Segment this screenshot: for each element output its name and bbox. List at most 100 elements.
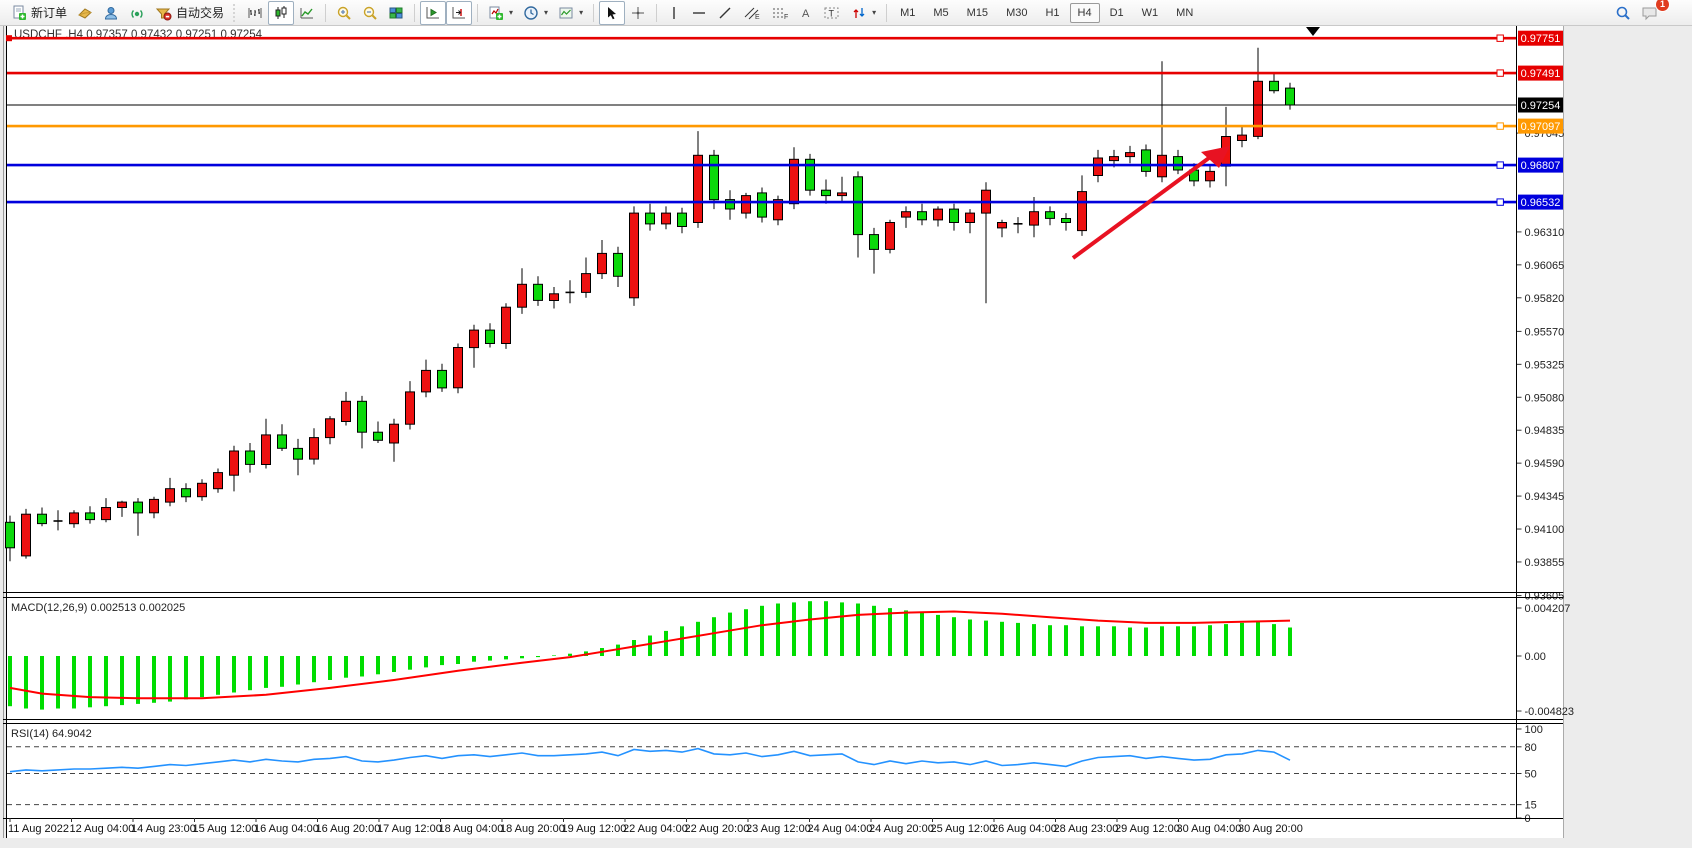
zoom-in-button[interactable]	[331, 1, 357, 25]
candle	[693, 154, 703, 223]
candle	[757, 192, 767, 218]
timeframe-button-w1[interactable]: W1	[1141, 6, 1159, 19]
date-tick-label: 18 Aug 04:00	[439, 823, 504, 835]
line-handle[interactable]	[1496, 198, 1504, 206]
line-handle[interactable]	[1496, 161, 1504, 169]
candle	[21, 513, 31, 557]
news-button[interactable]	[124, 1, 150, 25]
rsi-tick-label: 15	[1525, 800, 1537, 812]
candle	[181, 488, 191, 498]
chart-shift-icon	[452, 6, 466, 18]
cursor-button[interactable]	[599, 0, 626, 25]
equidistant-channel-button[interactable]: E	[738, 1, 766, 25]
indicators-button[interactable]: ▾	[483, 1, 518, 25]
timeframe-button-m30[interactable]: M30	[1006, 6, 1028, 19]
timeframe-button-m5[interactable]: M5	[933, 6, 949, 19]
candle	[853, 176, 863, 236]
templates-button[interactable]: ▾	[553, 1, 588, 25]
text-label-button[interactable]: T	[818, 1, 846, 25]
trend-arrow-object[interactable]	[1071, 27, 1320, 260]
clock-icon	[524, 5, 538, 20]
date-tick-label: 15 Aug 12:00	[193, 823, 258, 835]
timeframe-button-mn[interactable]: MN	[1176, 6, 1194, 19]
timeframe-button-d1[interactable]: D1	[1109, 6, 1124, 19]
price-tick-label: 0.93855	[1525, 557, 1565, 569]
trendline-button[interactable]	[712, 1, 738, 25]
candle	[85, 512, 95, 521]
candle	[1269, 80, 1279, 92]
toolbar: 新订单 自动交易	[0, 0, 1692, 26]
radio-signal-icon	[131, 9, 143, 18]
candle	[373, 431, 383, 441]
horizontal-line-button[interactable]	[686, 1, 712, 25]
zoom-out-button[interactable]	[357, 1, 383, 25]
candle	[789, 158, 799, 205]
timeframe-button-h4[interactable]: H4	[1069, 2, 1100, 23]
candle	[933, 208, 943, 221]
fibonacci-button[interactable]: F	[766, 1, 794, 25]
autotrade-icon	[155, 8, 172, 20]
date-tick-label: 16 Aug 04:00	[254, 823, 319, 835]
chart-shift-button[interactable]	[446, 0, 473, 25]
line-handle[interactable]	[1496, 34, 1504, 42]
chart-line-button[interactable]	[294, 1, 320, 25]
candle	[309, 437, 319, 460]
candle	[133, 501, 143, 514]
candle	[677, 212, 687, 228]
rsi-tick-label: 80	[1525, 742, 1537, 754]
date-tick-label: 28 Aug 23:00	[1054, 823, 1119, 835]
candle	[501, 306, 511, 345]
crosshair-button[interactable]	[625, 1, 651, 25]
autotrade-button[interactable]: 自动交易	[150, 1, 229, 25]
candle	[1173, 156, 1183, 171]
candle	[405, 391, 415, 425]
new-order-button[interactable]: 新订单	[6, 1, 72, 25]
price-label-box	[1518, 65, 1563, 81]
candle	[1109, 156, 1119, 162]
line-handle[interactable]	[1496, 122, 1504, 130]
candle	[741, 195, 751, 214]
text-a-icon: A	[802, 8, 810, 20]
date-tick-label: 30 Aug 04:00	[1177, 823, 1242, 835]
horizontal-line-objects[interactable]	[6, 34, 1517, 206]
timeframe-button-h1[interactable]: H1	[1045, 6, 1060, 19]
text-button[interactable]: A	[794, 1, 818, 25]
trend-arrow-head[interactable]	[1201, 146, 1230, 168]
date-tick-label: 16 Aug 20:00	[316, 823, 381, 835]
candle	[885, 222, 895, 250]
gold-profile-icon	[78, 7, 92, 19]
notifications-button[interactable]: 1	[1636, 0, 1670, 25]
timeframe-button-m15[interactable]: M15	[966, 6, 989, 19]
timeframe-button-m1[interactable]: M1	[900, 6, 916, 19]
periods-clock-button[interactable]: ▾	[518, 1, 553, 25]
profile-button[interactable]	[72, 1, 98, 25]
candle	[469, 329, 479, 349]
autotrade-label: 自动交易	[176, 6, 225, 20]
candle	[1253, 80, 1263, 137]
price-tick-label: 0.95325	[1525, 359, 1565, 371]
candle	[1125, 152, 1135, 158]
chart-candles-button[interactable]	[268, 0, 295, 25]
tile-windows-button[interactable]	[383, 1, 409, 25]
candle	[869, 234, 879, 250]
chart-bars-button[interactable]	[242, 1, 268, 25]
price-tick-label: 0.95080	[1525, 392, 1565, 404]
date-tick-label: 22 Aug 20:00	[685, 823, 750, 835]
search-button[interactable]	[1610, 1, 1636, 25]
new-order-label: 新订单	[31, 6, 68, 20]
trend-arrow-line[interactable]	[1071, 153, 1215, 260]
community-button[interactable]	[98, 1, 124, 25]
line-handle[interactable]	[1496, 69, 1504, 77]
vertical-line-button[interactable]	[662, 1, 686, 25]
price-marker-triangle[interactable]	[1306, 27, 1320, 36]
price-tick-label: 0.96310	[1525, 227, 1565, 239]
candle	[709, 154, 719, 201]
chart-background	[7, 26, 1563, 838]
arrows-objects-button[interactable]: ▾	[846, 1, 881, 25]
line-anchor[interactable]	[6, 35, 12, 42]
vertical-line-icon	[673, 6, 675, 19]
candle	[293, 447, 303, 460]
autoscroll-button[interactable]	[420, 0, 447, 25]
macd-signal-line	[9, 610, 1291, 700]
